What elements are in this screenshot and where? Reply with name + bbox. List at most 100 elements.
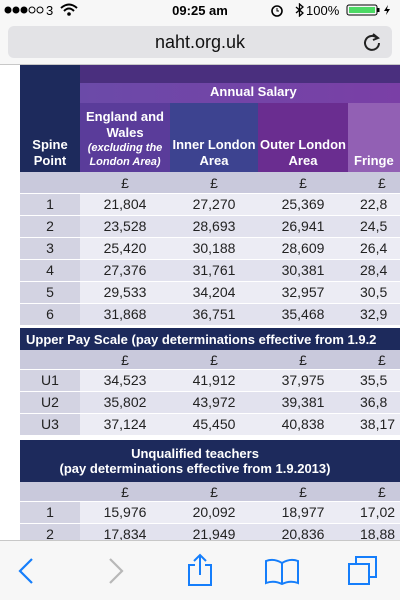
clock: 09:25 am — [172, 3, 228, 18]
currency-symbol: £ — [299, 351, 307, 368]
reload-button[interactable] — [362, 32, 382, 52]
spine-point: 2 — [46, 218, 54, 234]
spine-point: 6 — [46, 306, 54, 322]
share-button[interactable] — [186, 553, 214, 587]
currency-symbol: £ — [299, 174, 307, 191]
url-field[interactable]: naht.org.uk — [8, 26, 392, 58]
salary-cell: 30,5 — [360, 284, 388, 300]
salary-cell: 35,468 — [281, 306, 325, 322]
salary-cell: 18,88 — [360, 526, 396, 540]
currency-row — [20, 350, 400, 369]
currency-symbol: £ — [378, 351, 386, 368]
spine-point: 1 — [46, 504, 54, 520]
column-header: Spine Point — [20, 65, 80, 172]
column-header: Fringe — [348, 103, 400, 172]
salary-cell: 36,8 — [360, 394, 388, 410]
header-top-band — [80, 65, 400, 83]
column-title: Outer London Area — [260, 137, 346, 168]
table-row — [20, 281, 400, 303]
salary-cell: 20,092 — [192, 504, 236, 520]
spine-cell-bg — [20, 237, 80, 259]
spine-cell-bg — [20, 369, 80, 391]
salary-cell: 17,02 — [360, 504, 396, 520]
salary-cell: 21,949 — [192, 526, 236, 540]
table-row — [20, 215, 400, 237]
salary-cell: 25,369 — [281, 196, 325, 212]
spine-point: U2 — [41, 394, 59, 410]
salary-cell: 15,976 — [103, 504, 147, 520]
table-row — [20, 369, 400, 391]
salary-cell: 25,420 — [103, 240, 147, 256]
salary-cell: 39,381 — [281, 394, 325, 410]
section-title: Unqualified teachers (pay determinations … — [20, 440, 400, 482]
spine-point: 3 — [46, 240, 54, 256]
spine-point: 2 — [46, 526, 54, 540]
salary-cell: 34,204 — [192, 284, 236, 300]
column-header: Inner London Area — [170, 103, 258, 172]
salary-cell: 23,528 — [103, 218, 147, 234]
currency-symbol: £ — [121, 174, 129, 191]
currency-row — [20, 172, 400, 193]
salary-cell: 27,270 — [192, 196, 236, 212]
table-row — [20, 413, 400, 435]
battery-percent: 100% — [306, 3, 340, 18]
url: naht.org.uk — [154, 32, 246, 52]
spine-cell-bg — [20, 501, 80, 523]
forward-button[interactable] — [104, 557, 128, 585]
currency-symbol: £ — [378, 483, 386, 500]
salary-cell: 28,693 — [192, 218, 236, 234]
salary-cell: 37,975 — [281, 372, 325, 388]
section-title: Upper Pay Scale (pay determinations effe… — [20, 328, 400, 350]
currency-symbol: £ — [299, 483, 307, 500]
currency-symbol: £ — [210, 483, 218, 500]
salary-cell: 31,761 — [192, 262, 236, 278]
table-row — [20, 237, 400, 259]
tabs-button[interactable] — [346, 555, 380, 587]
spine-cell-bg — [20, 413, 80, 435]
salary-cell: 24,5 — [360, 218, 388, 234]
currency-symbol: £ — [210, 174, 218, 191]
spine-point: 1 — [46, 196, 54, 212]
spine-cell-bg — [20, 215, 80, 237]
back-button[interactable] — [14, 557, 38, 585]
salary-cell: 30,188 — [192, 240, 236, 256]
bookmarks-button[interactable] — [264, 557, 300, 585]
group-header: Annual Salary — [80, 83, 400, 103]
web-content: Annual Salary Spine Point England and Wale… — [0, 65, 400, 540]
salary-cell: 17,834 — [103, 526, 147, 540]
address-bar: naht.org.uk — [0, 20, 400, 65]
currency-symbol: £ — [378, 174, 386, 191]
salary-cell: 37,124 — [103, 416, 147, 432]
section-title-text: Unqualified teachers — [131, 446, 259, 461]
table-row — [20, 259, 400, 281]
column-title: Fringe — [354, 153, 394, 168]
spine-point: 4 — [46, 262, 54, 278]
salary-cell: 28,609 — [281, 240, 325, 256]
column-header: England and Wales (excluding the London A… — [80, 103, 170, 172]
salary-cell: 21,804 — [103, 196, 147, 212]
salary-cell: 36,751 — [192, 306, 236, 322]
salary-cell: 22,8 — [360, 196, 388, 212]
salary-cell: 30,381 — [281, 262, 325, 278]
spine-cell-bg — [20, 523, 80, 540]
currency-row — [20, 482, 400, 501]
carrier: 3 — [46, 3, 54, 18]
salary-cell: 40,838 — [281, 416, 325, 432]
wifi-icon — [60, 3, 78, 16]
salary-cell: 35,802 — [103, 394, 147, 410]
column-note: (excluding the London Area) — [87, 142, 163, 168]
salary-cell: 31,868 — [103, 306, 147, 322]
salary-cell: 43,972 — [192, 394, 236, 410]
battery-icon — [346, 4, 390, 16]
currency-symbol: £ — [121, 483, 129, 500]
salary-cell: 35,5 — [360, 372, 388, 388]
salary-cell: 32,9 — [360, 306, 388, 322]
table-row — [20, 501, 400, 523]
spine-cell-bg — [20, 391, 80, 413]
spine-cell-bg — [20, 281, 80, 303]
salary-cell: 18,977 — [281, 504, 325, 520]
salary-cell: 26,941 — [281, 218, 325, 234]
column-title: Spine Point — [32, 137, 68, 168]
